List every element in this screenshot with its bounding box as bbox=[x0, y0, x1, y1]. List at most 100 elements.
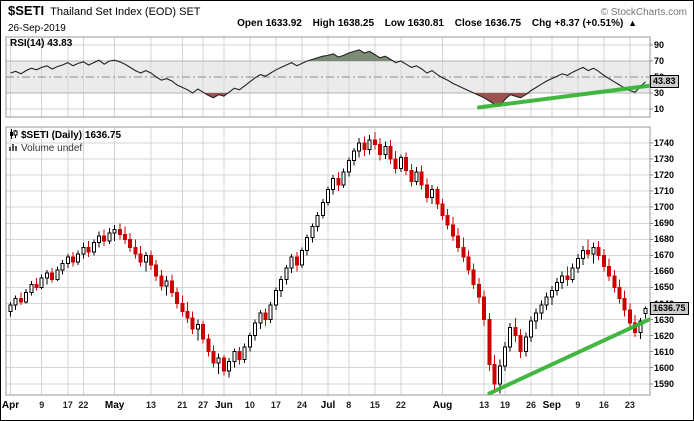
candle bbox=[544, 292, 549, 310]
price-series-label-text: $SETI (Daily) 1636.75 bbox=[21, 130, 122, 141]
candle bbox=[190, 311, 195, 335]
candle bbox=[206, 334, 211, 357]
rsi-current-value-box: 43.83 bbox=[650, 74, 679, 88]
candle bbox=[149, 250, 154, 270]
candle bbox=[430, 184, 435, 205]
candle bbox=[456, 228, 461, 253]
candle bbox=[326, 186, 330, 206]
candle bbox=[81, 242, 86, 259]
copyright: © StockCharts.com bbox=[600, 7, 687, 18]
candle bbox=[450, 216, 455, 241]
candle bbox=[91, 239, 96, 256]
candle bbox=[352, 147, 357, 166]
candle bbox=[112, 224, 117, 241]
candle bbox=[471, 263, 476, 290]
volume-label: Volume undef bbox=[9, 142, 82, 154]
candle bbox=[627, 303, 632, 330]
price-series-label: $SETI (Daily) 1636.75 bbox=[9, 129, 121, 142]
rsi-oversold-fill bbox=[10, 93, 646, 106]
candle bbox=[133, 239, 138, 259]
candle bbox=[216, 353, 221, 375]
candle bbox=[617, 279, 622, 304]
candle bbox=[50, 268, 55, 283]
candle bbox=[591, 242, 596, 264]
candle bbox=[159, 269, 164, 291]
chart-header: $SETI Thailand Set Index (EOD) SET © Sto… bbox=[8, 3, 687, 18]
candle bbox=[404, 152, 409, 176]
candle bbox=[102, 229, 107, 246]
candle bbox=[34, 277, 39, 291]
candle bbox=[123, 226, 128, 245]
close-label: Close bbox=[454, 18, 482, 29]
candle bbox=[502, 342, 507, 371]
candle bbox=[482, 290, 487, 326]
candle bbox=[513, 317, 518, 343]
candle bbox=[242, 343, 247, 363]
chart-date: 26-Sep-2019 bbox=[8, 23, 66, 34]
candle bbox=[55, 266, 60, 282]
candle bbox=[445, 208, 450, 230]
price-trendline bbox=[487, 317, 651, 396]
candle bbox=[86, 240, 91, 257]
candle bbox=[169, 274, 174, 298]
candle bbox=[284, 265, 289, 285]
candle bbox=[227, 358, 232, 378]
candle bbox=[575, 253, 580, 274]
candle bbox=[440, 199, 445, 221]
price-panel-border bbox=[5, 126, 651, 396]
candle bbox=[341, 168, 346, 188]
candle bbox=[534, 308, 539, 330]
price-current-value-box: 1636.75 bbox=[650, 301, 689, 315]
candle bbox=[315, 212, 320, 232]
candle bbox=[331, 175, 336, 195]
candle bbox=[555, 277, 560, 296]
candle bbox=[305, 234, 310, 256]
rsi-line bbox=[10, 49, 646, 107]
candle bbox=[18, 292, 23, 306]
candle bbox=[253, 319, 258, 341]
candle bbox=[424, 178, 429, 203]
candle bbox=[96, 231, 101, 248]
candle bbox=[528, 316, 533, 343]
candle bbox=[581, 245, 586, 266]
candle bbox=[273, 287, 278, 310]
candle bbox=[107, 228, 112, 245]
candle bbox=[570, 263, 575, 283]
rsi-indicator-label: RSI(14) 43.83 bbox=[10, 38, 73, 49]
candle bbox=[643, 306, 648, 319]
candle bbox=[622, 290, 627, 317]
close-value: 1636.75 bbox=[484, 18, 522, 29]
low-label: Low bbox=[384, 18, 405, 29]
candle bbox=[289, 253, 294, 274]
candle bbox=[539, 300, 544, 320]
candle bbox=[154, 260, 159, 282]
candle bbox=[336, 171, 341, 192]
candle bbox=[310, 223, 315, 243]
candlestick-icon bbox=[9, 129, 18, 142]
candle bbox=[393, 151, 398, 174]
candle bbox=[508, 322, 513, 352]
candle bbox=[143, 252, 148, 272]
candle bbox=[596, 240, 601, 261]
candle bbox=[180, 295, 185, 317]
candle bbox=[258, 309, 263, 330]
chart-subheader: 26-Sep-2019 Open 1633.92 High 1638.25 Low 1… bbox=[8, 18, 687, 34]
volume-bars-icon bbox=[9, 142, 18, 154]
symbol: $SETI bbox=[8, 3, 45, 18]
candle bbox=[435, 186, 440, 209]
candle bbox=[175, 287, 180, 309]
candle bbox=[29, 281, 34, 296]
candle bbox=[70, 252, 75, 267]
candle bbox=[560, 271, 565, 290]
open-value: 1633.92 bbox=[265, 18, 302, 29]
up-arrow-icon: ▲ bbox=[628, 18, 637, 28]
candle bbox=[211, 345, 216, 368]
candle bbox=[492, 354, 497, 392]
candle bbox=[419, 165, 424, 190]
candle bbox=[299, 247, 304, 269]
candle bbox=[372, 131, 377, 150]
candle bbox=[549, 285, 554, 306]
candle bbox=[60, 260, 65, 275]
price-gridlines bbox=[6, 142, 650, 385]
